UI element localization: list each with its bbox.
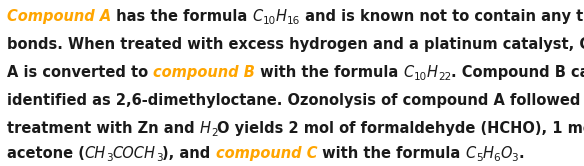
Text: 10: 10 [413,72,427,82]
Text: with the formula: with the formula [317,146,465,161]
Text: C: C [253,9,263,24]
Text: 5: 5 [476,153,482,163]
Text: H: H [427,65,438,80]
Text: O: O [500,146,512,161]
Text: O yields 2 mol of formaldehyde (HCHO), 1 mol of: O yields 2 mol of formaldehyde (HCHO), 1… [217,121,584,136]
Text: H: H [200,121,211,136]
Text: and is known not to contain any triple: and is known not to contain any triple [300,9,584,24]
Text: with the formula: with the formula [255,65,404,80]
Text: 2: 2 [211,128,217,138]
Text: Compound A: Compound A [7,9,111,24]
Text: has the formula: has the formula [111,9,253,24]
Text: identified as 2,6-dimethyloctane. Ozonolysis of compound A followed by: identified as 2,6-dimethyloctane. Ozonol… [7,93,584,108]
Text: 3: 3 [512,153,518,163]
Text: 22: 22 [438,72,451,82]
Text: 3: 3 [106,153,113,163]
Text: A is converted to: A is converted to [7,65,153,80]
Text: CH: CH [85,146,106,161]
Text: 10: 10 [263,16,276,26]
Text: .: . [518,146,524,161]
Text: ), and: ), and [162,146,215,161]
Text: COCH: COCH [113,146,156,161]
Text: acetone (: acetone ( [7,146,85,161]
Text: compound C: compound C [215,146,317,161]
Text: compound B: compound B [153,65,255,80]
Text: 3: 3 [156,153,162,163]
Text: C: C [465,146,476,161]
Text: H: H [482,146,493,161]
Text: C: C [404,65,413,80]
Text: . Compound B can be: . Compound B can be [451,65,584,80]
Text: bonds. When treated with excess hydrogen and a platinum catalyst, Compound: bonds. When treated with excess hydrogen… [7,37,584,52]
Text: 6: 6 [493,153,500,163]
Text: treatment with Zn and: treatment with Zn and [7,121,200,136]
Text: H: H [276,9,287,24]
Text: 16: 16 [287,16,300,26]
